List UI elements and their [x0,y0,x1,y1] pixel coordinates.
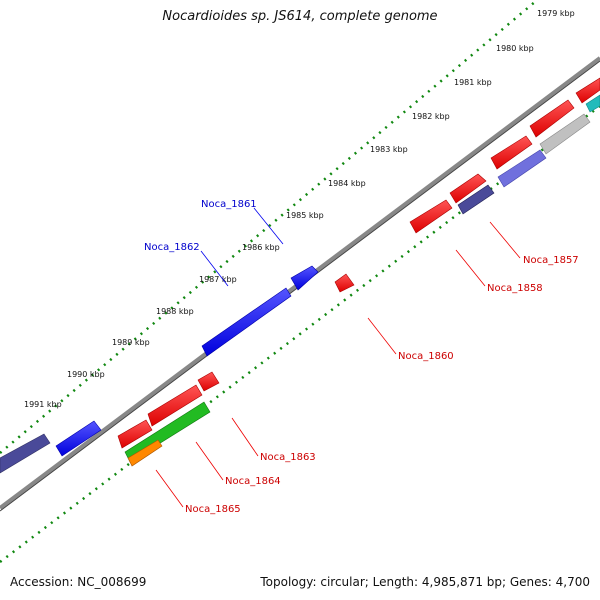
scale-label: 1990 kbp [67,370,105,379]
gene-reverse [409,199,453,234]
scale-label: 1986 kbp [242,243,280,252]
leader-lines [155,207,521,508]
gene-reverse [529,99,575,138]
leader-line [455,249,486,287]
gene-forward-slate [0,433,51,474]
gene-reverse [490,135,533,170]
gene-orange [127,439,163,467]
gene-reverse [575,77,600,104]
map-title: Nocardioides sp. JS614, complete genome [162,9,438,24]
gene-label-reverse: Noca_1864 [225,476,281,487]
gene-reverse [449,173,487,204]
scale-label: 1984 kbp [328,179,366,188]
gene-label-forward: Noca_1862 [144,242,200,253]
gene-label-reverse: Noca_1857 [523,255,579,266]
leader-line [231,417,259,457]
gene-forward [201,287,292,357]
gene-label-reverse: Noca_1865 [185,504,241,515]
scale-label: 1983 kbp [370,145,408,154]
leader-line [195,441,224,481]
gene-slate [457,184,495,215]
outer-scale-track [0,0,540,454]
scale-label: 1987 kbp [199,275,237,284]
leader-line [489,221,521,259]
leader-line [253,207,284,245]
leader-line [200,250,229,287]
scale-labels: 1979 kbp 1980 kbp 1981 kbp 1982 kbp 1983… [24,9,575,409]
gene-grey [539,113,591,155]
scale-label: 1982 kbp [412,112,450,121]
scale-label: 1985 kbp [286,211,324,220]
scale-label: 1988 kbp [156,307,194,316]
topology-text: Topology: circular; Length: 4,985,871 bp… [260,575,590,589]
leader-line [367,317,397,355]
scale-label: 1989 kbp [112,338,150,347]
scale-label: 1979 kbp [537,9,575,18]
gene-reverse [197,371,220,392]
scale-label: 1991 kbp [24,400,62,409]
leader-line [155,469,184,508]
gene-forward [55,420,102,457]
gene-reverse [147,384,203,427]
gene-label-reverse: Noca_1858 [487,283,543,294]
accession-text: Accession: NC_008699 [10,575,147,589]
inner-scale-track [0,105,600,563]
forward-strand-genes [0,265,319,474]
gene-label-forward: Noca_1861 [201,199,257,210]
gene-label-reverse: Noca_1863 [260,452,316,463]
gene-lavender [497,149,547,188]
gene-teal [585,94,600,113]
gene-labels: Noca_1861 Noca_1862 Noca_1857 Noca_1858 … [144,199,579,515]
gene-reverse [334,273,355,293]
gene-forward [290,265,319,291]
scale-label: 1981 kbp [454,78,492,87]
scale-label: 1980 kbp [496,44,534,53]
reverse-strand-genes [117,77,600,467]
gene-reverse [117,419,153,449]
gene-label-reverse: Noca_1860 [398,351,454,362]
